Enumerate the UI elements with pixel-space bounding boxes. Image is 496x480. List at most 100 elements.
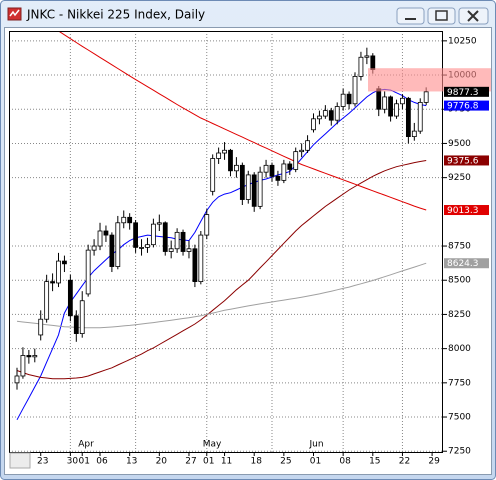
candle-body [103, 230, 109, 236]
month-label: Jun [309, 440, 324, 450]
candle-body [204, 214, 210, 236]
window-buttons [396, 7, 489, 25]
close-glyph [467, 10, 479, 22]
candle-body [20, 355, 26, 377]
window-title: JNKC - Nikkei 225 Index, Daily [26, 8, 205, 22]
candle-body [364, 55, 370, 58]
candle-body [340, 93, 346, 107]
candle-body [417, 102, 423, 132]
candle-body [234, 164, 239, 172]
candle-body [186, 248, 192, 252]
x-tick-label: 13 [126, 457, 137, 467]
candle-body [251, 174, 257, 207]
candle-body [317, 115, 322, 120]
candle-body [150, 223, 156, 246]
y-tick-label: 8250 [448, 310, 471, 320]
candle-body [79, 300, 85, 334]
candle-body [62, 260, 67, 265]
month-label: Apr [78, 440, 94, 450]
plot-frame [9, 31, 443, 453]
candle-body [281, 163, 287, 181]
candle-body [192, 248, 198, 283]
x-tick-label: 29 [428, 457, 440, 467]
scroll-box [9, 452, 31, 469]
moving-average [57, 31, 427, 211]
candle-body [133, 222, 139, 248]
candle-body [334, 106, 340, 121]
x-tick-label: 06 [96, 457, 108, 467]
candle-body [257, 171, 263, 207]
candle-body [156, 222, 162, 225]
candle-body [145, 244, 150, 248]
candle-body [376, 88, 382, 110]
candle-body [358, 56, 364, 77]
x-tick-label: 30 [67, 457, 79, 467]
maximize-button[interactable] [427, 7, 456, 25]
candle-body [269, 164, 275, 177]
candle-body [245, 174, 251, 200]
x-tick-label: 15 [369, 457, 380, 467]
price-label-box [444, 155, 489, 166]
candle-body [26, 355, 32, 358]
y-tick-label: 7500 [448, 413, 471, 423]
candle-body [411, 130, 417, 138]
candle-body [168, 248, 174, 252]
candle-body [14, 375, 20, 384]
candle-body [32, 355, 38, 358]
candle-body [311, 118, 316, 131]
candle-body [216, 152, 222, 159]
candle-body [174, 231, 180, 250]
price-zone [368, 68, 491, 92]
price-label-box [444, 86, 489, 97]
candle-body [44, 281, 50, 320]
candle-body [210, 158, 216, 192]
candle-body [228, 149, 233, 172]
candle-body [162, 222, 168, 252]
minimize-button[interactable] [396, 7, 425, 25]
candle-body [287, 163, 293, 170]
price-label: 9375.6 [447, 156, 479, 166]
candle-body [423, 91, 429, 103]
plot [9, 31, 443, 453]
candle-body [50, 281, 55, 284]
y-tick-label: 8750 [448, 242, 471, 252]
price-label-box [444, 205, 489, 216]
candle-body [91, 245, 97, 251]
candle-body [293, 151, 299, 170]
x-tick-label: 01 [79, 457, 90, 467]
candle-body [370, 55, 376, 70]
candle-body [109, 234, 115, 267]
moving-average [16, 88, 427, 421]
candle-body [67, 279, 73, 317]
x-tick-label: 08 [339, 457, 351, 467]
x-tick-label: 01 [203, 457, 214, 467]
y-tick-label: 8000 [448, 344, 471, 354]
candle-body [180, 231, 186, 252]
maximize-glyph [435, 10, 448, 21]
y-tick-label: 10250 [448, 36, 477, 46]
price-label: 9877.3 [447, 88, 479, 98]
x-tick-label: 01 [310, 457, 321, 467]
price-label-box [444, 258, 489, 269]
moving-average [16, 262, 427, 329]
candle-body [97, 230, 103, 247]
candle-body [56, 260, 61, 284]
candle-body [352, 76, 358, 105]
x-tick-label: 27 [185, 457, 196, 467]
x-tick-label: 11 [221, 457, 232, 467]
price-label: 9013.3 [447, 206, 479, 216]
price-label-box [444, 100, 489, 111]
candle-body [405, 97, 411, 138]
candle-body [400, 97, 405, 105]
candle-body [328, 110, 334, 121]
candle-body [85, 249, 91, 295]
candle-body [346, 93, 352, 105]
y-tick-label: 7250 [448, 447, 471, 457]
candle-body [394, 103, 399, 117]
candle-body [198, 234, 204, 283]
candle-body [275, 175, 281, 181]
y-tick-label: 9250 [448, 173, 471, 183]
month-label: May [203, 440, 222, 450]
price-label: 8624.3 [447, 259, 479, 269]
